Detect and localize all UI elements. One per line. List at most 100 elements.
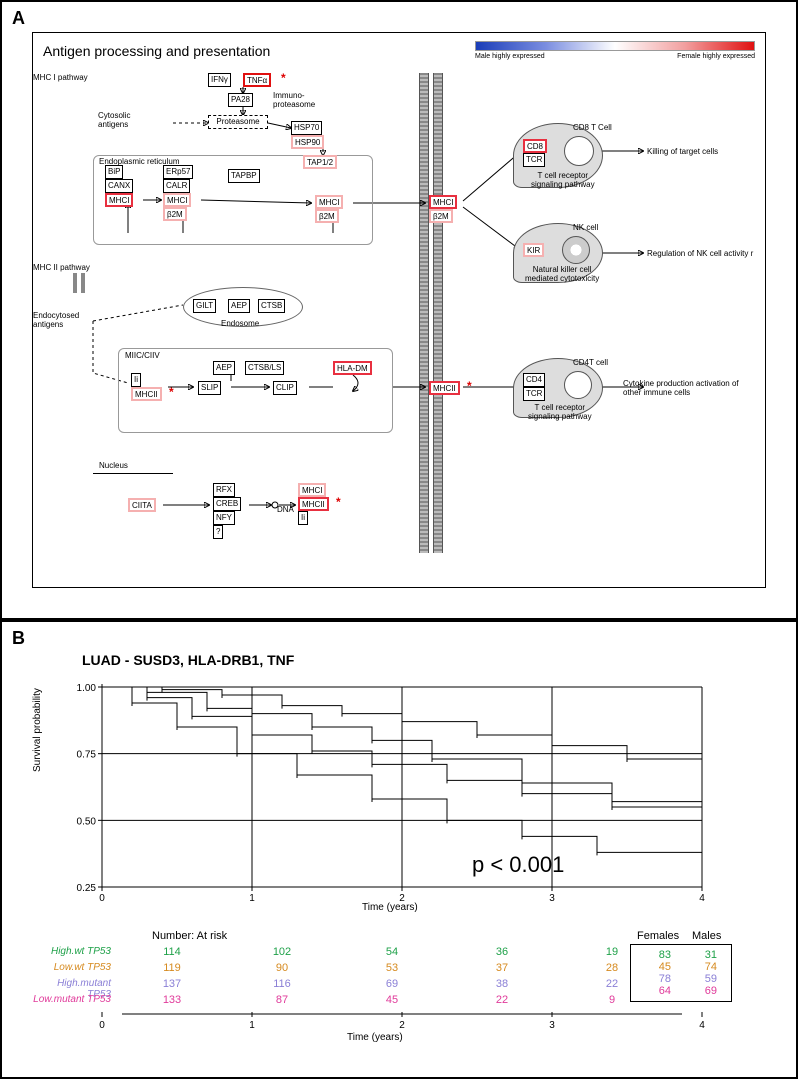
fm-m: 59 (685, 973, 717, 985)
svg-text:3: 3 (549, 893, 555, 904)
fm-m: 69 (685, 985, 717, 997)
node-Ii: Ii (131, 373, 141, 387)
node-SLIP: SLIP (198, 381, 221, 395)
svg-text:4: 4 (699, 893, 705, 904)
fm-f: 83 (639, 949, 671, 961)
risk-val: 133 (117, 994, 227, 1006)
risk-row-label: Low.wt TP53 (32, 962, 117, 974)
svg-text:1.00: 1.00 (77, 683, 97, 694)
miic-label: MIIC/CIIV (125, 351, 160, 360)
node-NFY: NFY (213, 511, 235, 525)
endosome-label: Endosome (221, 319, 259, 328)
panel-a-label: A (12, 8, 25, 29)
svg-text:0.25: 0.25 (77, 883, 97, 894)
fm-m: 74 (685, 961, 717, 973)
node-CLIP: CLIP (273, 381, 297, 395)
risk-val: 36 (447, 946, 557, 958)
out3-label: Cytokine production activation of other … (623, 379, 739, 397)
node-MHCI_4: MHCI (429, 195, 457, 209)
svg-text:0.50: 0.50 (77, 816, 97, 827)
panel-b: B LUAD - SUSD3, HLA-DRB1, TNF 0.250.500.… (0, 620, 798, 1079)
svg-text:1: 1 (249, 1020, 255, 1031)
p-value: p < 0.001 (472, 852, 564, 878)
risk-row-label: High.wt TP53 (32, 946, 117, 958)
node-MHCII_n: MHCII (298, 497, 329, 511)
panel-b-label: B (12, 628, 25, 649)
out1-label: Killing of target cells (647, 147, 718, 156)
panel-b-title: LUAD - SUSD3, HLA-DRB1, TNF (82, 652, 294, 668)
plasma-membrane-2 (433, 73, 443, 553)
fm-header-f: Females (637, 930, 679, 942)
node-MHCI_3: MHCI (315, 195, 343, 209)
cell-membrane-icon (73, 273, 77, 293)
node-HSP70: HSP70 (291, 121, 322, 135)
node-CD4: CD4 (523, 373, 545, 387)
node-RFX: RFX (213, 483, 235, 497)
tcr-path-label-2: T cell receptor signaling pathway (528, 403, 592, 421)
pathway-diagram: MHC I pathway MHC II pathway Cytosolic a… (33, 73, 765, 587)
gradient-strip (475, 41, 755, 51)
node-BiP: BiP (105, 165, 123, 179)
svg-text:0: 0 (99, 1020, 105, 1031)
node-MHCI_2: MHCI (163, 193, 191, 207)
fm-row-1: 4574 (639, 961, 723, 973)
node-HLADM: HLA-DM (333, 361, 372, 375)
node-Ii_n: Ii (298, 511, 308, 525)
nk-label: NK cell (573, 223, 598, 232)
risk-val: 102 (227, 946, 337, 958)
node-AEP_m: AEP (213, 361, 235, 375)
expression-gradient: Male highly expressed Female highly expr… (475, 41, 755, 60)
node-TAPBP: TAPBP (228, 169, 260, 183)
node-b2M_3: β2M (429, 209, 453, 223)
star-MHCII_n: * (336, 495, 341, 509)
node-Prote: Proteasome (208, 115, 268, 129)
node-b2M_1: β2M (163, 207, 187, 221)
nk-mech-label: Natural killer cell mediated cytotoxicit… (525, 265, 599, 283)
node-IFNy: IFNγ (208, 73, 231, 87)
km-plot: 0.250.500.751.0001234 (62, 677, 722, 907)
node-b2M_2: β2M (315, 209, 339, 223)
node-AEP_e: AEP (228, 299, 250, 313)
nucleus-line (93, 473, 173, 474)
star-MHCII_2: * (467, 379, 472, 393)
node-HSP90: HSP90 (291, 135, 324, 149)
risk-row-3: Low.mutant TP531338745229 (32, 994, 667, 1006)
fm-header-m: Males (692, 930, 721, 942)
endocytosed-label: Endocytosed antigens (33, 311, 79, 329)
risk-row-0: High.wt TP53114102543619 (32, 946, 667, 958)
fm-table: 8331457478596469 (630, 944, 732, 1002)
node-MHCII_1: MHCII (131, 387, 162, 401)
node-ERp57: ERp57 (163, 165, 193, 179)
node-PA28: PA28 (228, 93, 253, 107)
fm-row-2: 7859 (639, 973, 723, 985)
node-CIITA: CIITA (128, 498, 156, 512)
node-CANX: CANX (105, 179, 133, 193)
svg-text:2: 2 (399, 1020, 405, 1031)
node-CALR: CALR (163, 179, 190, 193)
node-Q: ? (213, 525, 223, 539)
immunoproteasome-label: Immuno- proteasome (273, 91, 315, 109)
node-MHCI_1: MHCI (105, 193, 133, 207)
node-MHCII_2: MHCII (429, 381, 460, 395)
panel-a: A Antigen processing and presentation Ma… (0, 0, 798, 620)
cd4t-label: CD4T cell (573, 358, 608, 367)
risk-val: 37 (447, 962, 557, 974)
star-MHCII_1: * (169, 385, 174, 399)
risk-row-1: Low.wt TP5311990533728 (32, 962, 667, 974)
risk-val: 87 (227, 994, 337, 1006)
risk-val: 53 (337, 962, 447, 974)
svg-text:0: 0 (99, 893, 105, 904)
panel-a-inner: Antigen processing and presentation Male… (32, 32, 766, 588)
node-TNFa: TNFα (243, 73, 271, 87)
risk-row-label: Low.mutant TP53 (32, 994, 117, 1006)
risk-val: 119 (117, 962, 227, 974)
svg-text:3: 3 (549, 1020, 555, 1031)
dna-label: DNA (277, 505, 294, 514)
node-CTSB_e: CTSB (258, 299, 285, 313)
fm-f: 64 (639, 985, 671, 997)
node-GILT: GILT (193, 299, 216, 313)
svg-text:4: 4 (699, 1020, 705, 1031)
node-CREB: CREB (213, 497, 241, 511)
node-TCR2: TCR (523, 387, 545, 401)
cd8t-label: CD8 T Cell (573, 123, 612, 132)
